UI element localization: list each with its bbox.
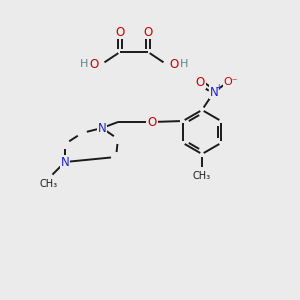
Text: O: O <box>89 58 99 70</box>
Text: H: H <box>80 59 88 69</box>
Text: +: + <box>215 83 221 92</box>
Text: N: N <box>61 155 69 169</box>
Text: O: O <box>169 58 178 70</box>
Text: N: N <box>210 85 218 98</box>
Text: O: O <box>195 76 205 88</box>
Text: CH₃: CH₃ <box>193 171 211 181</box>
Text: O: O <box>143 26 153 38</box>
Text: O⁻: O⁻ <box>224 77 238 87</box>
Text: O: O <box>147 116 157 128</box>
Text: CH₃: CH₃ <box>40 179 58 189</box>
Text: O: O <box>116 26 124 38</box>
Text: N: N <box>98 122 106 134</box>
Text: H: H <box>180 59 188 69</box>
